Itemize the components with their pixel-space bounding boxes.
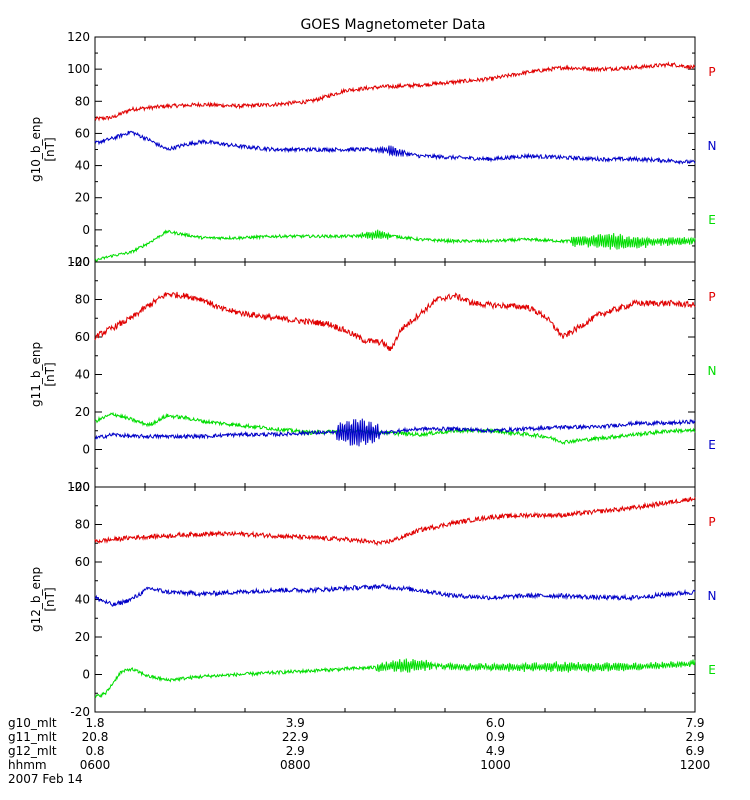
bottom-axis-tick-value: 0600 xyxy=(80,758,111,772)
bottom-axis-tick-value: 0.8 xyxy=(85,744,104,758)
bottom-axis-row-label: g11_mlt xyxy=(8,730,57,744)
panel-1-series-p xyxy=(94,61,696,122)
panel-3-series-p xyxy=(94,496,696,547)
panel-3-ytick-label: 80 xyxy=(75,518,90,532)
bottom-axis-row-label: g10_mlt xyxy=(8,716,57,730)
bottom-axis-tick-value: 20.8 xyxy=(82,730,109,744)
panel-1-ytick-label: 0 xyxy=(82,223,90,237)
panel-1-ytick-label: 120 xyxy=(67,30,90,44)
panel-2-ytick-label: 40 xyxy=(75,368,90,382)
panel-3-legend-e: E xyxy=(708,663,716,677)
panel-1-yunit: [nT] xyxy=(43,137,57,161)
panel-3-ytick-label: 60 xyxy=(75,555,90,569)
panel-2-ytick-label: 100 xyxy=(67,255,90,269)
panel-3-series-n xyxy=(94,583,696,607)
panel-3-ytick-label: 40 xyxy=(75,593,90,607)
bottom-axis-row-label: hhmm xyxy=(8,758,47,772)
panel-3-yunit: [nT] xyxy=(43,587,57,611)
bottom-axis-tick-value: 1.8 xyxy=(85,716,104,730)
bottom-axis-tick-value: 6.9 xyxy=(685,744,704,758)
panel-3-ytick-label: 20 xyxy=(75,630,90,644)
panel-1-legend-e: E xyxy=(708,213,716,227)
bottom-axis-tick-value: 0.9 xyxy=(486,730,505,744)
panel-1-ylabel: g10_b_enp xyxy=(29,117,43,182)
bottom-axis-row-label: g12_mlt xyxy=(8,744,57,758)
panel-2-ytick-label: -20 xyxy=(70,480,90,494)
panel-2-ytick-label: 20 xyxy=(75,405,90,419)
panel-3-legend-p: P xyxy=(708,515,715,529)
panel-1-ytick-label: 80 xyxy=(75,94,90,108)
panel-1-legend-p: P xyxy=(708,65,715,79)
panel-2-yunit: [nT] xyxy=(43,362,57,386)
panel-2-ytick-label: 0 xyxy=(82,443,90,457)
bottom-axis-tick-value: 1000 xyxy=(480,758,511,772)
panel-2-ylabel: g11_b_enp xyxy=(29,342,43,407)
bottom-axis-tick-value: 2.9 xyxy=(286,744,305,758)
panel-1-ytick-label: -20 xyxy=(70,255,90,269)
bottom-axis-tick-value: 2.9 xyxy=(685,730,704,744)
bottom-axis-tick-value: 7.9 xyxy=(685,716,704,730)
panel-3-frame xyxy=(94,486,696,713)
panel-1-series-n xyxy=(94,130,696,165)
bottom-axis-tick-value: 3.9 xyxy=(286,716,305,730)
panel-2-ytick-label: 60 xyxy=(75,330,90,344)
panel-1-legend-n: N xyxy=(708,139,717,153)
panel-1-ytick-label: 40 xyxy=(75,159,90,173)
panel-1-ytick-label: 20 xyxy=(75,191,90,205)
panel-2-series-e xyxy=(94,418,696,447)
panel-3-series-e xyxy=(94,658,696,699)
panel-2-series-n xyxy=(94,411,696,446)
panel-2-ytick-label: 80 xyxy=(75,293,90,307)
panel-2-legend-e: E xyxy=(708,438,716,452)
chart-title: GOES Magnetometer Data xyxy=(300,17,485,33)
bottom-axis-tick-value: 22.9 xyxy=(282,730,309,744)
bottom-axis-tick-value: 1200 xyxy=(680,758,711,772)
panel-1-ytick-label: 100 xyxy=(67,62,90,76)
panel-3-ytick-label: 0 xyxy=(82,668,90,682)
panel-2-legend-n: N xyxy=(708,364,717,378)
bottom-axis-tick-value: 6.0 xyxy=(486,716,505,730)
bottom-axis-tick-value: 0800 xyxy=(280,758,311,772)
bottom-axis-tick-value: 4.9 xyxy=(486,744,505,758)
panel-3-ylabel: g12_b_enp xyxy=(29,567,43,632)
panel-2-series-p xyxy=(94,291,696,351)
panel-3-ytick-label: 100 xyxy=(67,480,90,494)
panel-2-legend-p: P xyxy=(708,290,715,304)
panel-1-ytick-label: 60 xyxy=(75,126,90,140)
panel-1-series-e xyxy=(95,229,696,263)
panel-3-ytick-label: -20 xyxy=(70,705,90,719)
bottom-axis-row-label: 2007 Feb 14 xyxy=(8,772,83,786)
panel-3-legend-n: N xyxy=(708,589,717,603)
